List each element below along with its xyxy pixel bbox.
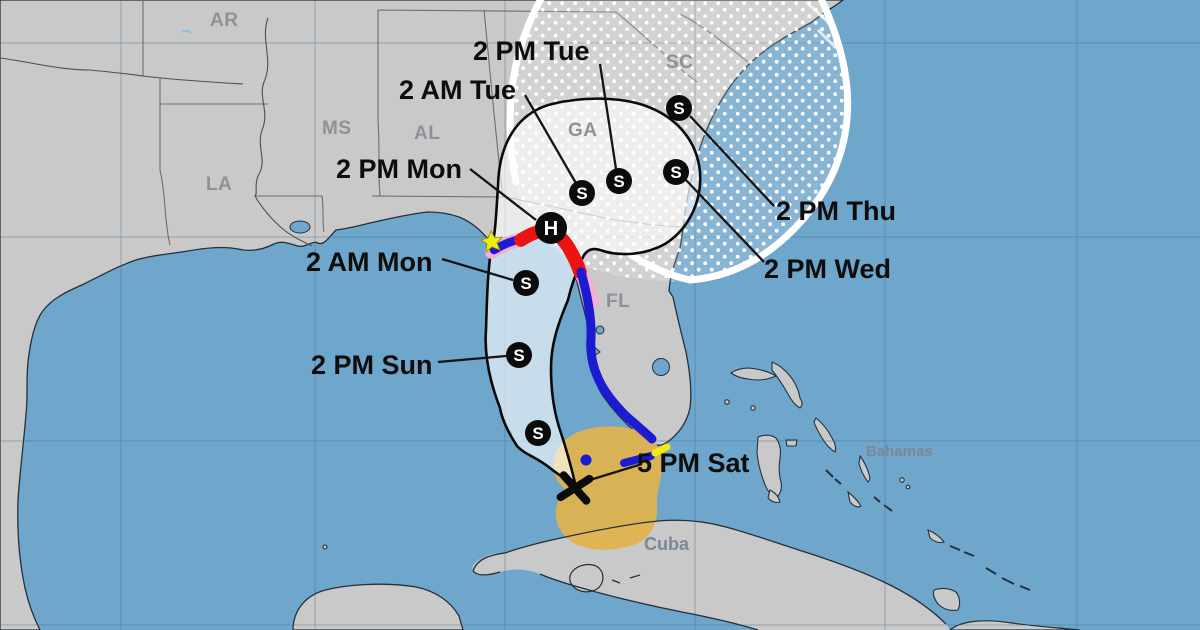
- state-label-al: AL: [414, 123, 440, 144]
- land-isle-of-youth: [569, 563, 604, 593]
- tropical-storm-warning-line: [576, 267, 657, 444]
- forecast-point-2pm-thu: S: [666, 95, 692, 121]
- time-labels: 2 PM Tue 2 AM Tue 2 PM Mon 2 AM Mon 2 PM…: [306, 36, 896, 478]
- svg-text:S: S: [513, 346, 524, 365]
- forecast-point-2am-tue: S: [569, 180, 595, 206]
- mississippi-river: [254, 17, 313, 247]
- svg-text:S: S: [670, 163, 681, 182]
- svg-text:S: S: [576, 184, 587, 203]
- place-label-bahamas: Bahamas: [866, 443, 933, 460]
- red-river: [0, 57, 244, 85]
- state-label-la: LA: [206, 174, 232, 195]
- time-label-2pm-wed: 2 PM Wed: [764, 254, 891, 284]
- state-label-ms: MS: [322, 118, 352, 139]
- lake-okeechobee: [652, 358, 670, 376]
- tropical-storm-watch-segment: [480, 230, 503, 253]
- tropical-storm-warning-keys: [620, 452, 655, 467]
- land-yucatan: [292, 583, 464, 630]
- svg-text:H: H: [544, 218, 558, 240]
- forecast-point-2pm-tue: S: [606, 168, 632, 194]
- time-label-2am-mon: 2 AM Mon: [306, 247, 432, 277]
- forecast-point-2pm-sun: S: [506, 342, 532, 368]
- state-label-ga: GA: [568, 120, 598, 141]
- cuba-coastline: [472, 519, 947, 630]
- forecast-point-2am-sun: S: [525, 420, 551, 446]
- land-bahamas-islands: [322, 361, 1031, 611]
- time-label-2pm-tue: 2 PM Tue: [473, 36, 590, 66]
- time-label-2pm-mon: 2 PM Mon: [336, 154, 462, 184]
- place-labels: Cuba Bahamas: [644, 443, 933, 554]
- tropical-storm-watch-keys: [651, 443, 671, 457]
- time-label-2pm-sun: 2 PM Sun: [311, 350, 433, 380]
- current-position-marker: [556, 471, 594, 505]
- place-label-cuba: Cuba: [644, 534, 690, 554]
- state-label-sc: SC: [666, 52, 693, 73]
- state-label-fl: FL: [606, 291, 630, 312]
- forecast-point-markers: S S S H S S S S: [506, 95, 692, 446]
- state-label-ar: AR: [210, 10, 238, 31]
- svg-text:S: S: [613, 172, 624, 191]
- forecast-point-2pm-mon-hurricane: H: [535, 212, 567, 244]
- leader-lines: [437, 63, 775, 485]
- forecast-point-2am-mon: S: [513, 270, 539, 296]
- state-labels: AR MS AL LA GA SC FL: [206, 10, 693, 312]
- time-label-5pm-sat: 5 PM Sat: [637, 448, 750, 478]
- svg-text:S: S: [532, 424, 543, 443]
- time-label-2am-tue: 2 AM Tue: [399, 75, 516, 105]
- forecast-point-2pm-wed: S: [663, 159, 689, 185]
- svg-text:S: S: [520, 274, 531, 293]
- forecast-cone: [484, 97, 702, 489]
- position-dot: [580, 454, 592, 466]
- time-label-2pm-thu: 2 PM Thu: [776, 196, 896, 226]
- svg-text:S: S: [673, 99, 684, 118]
